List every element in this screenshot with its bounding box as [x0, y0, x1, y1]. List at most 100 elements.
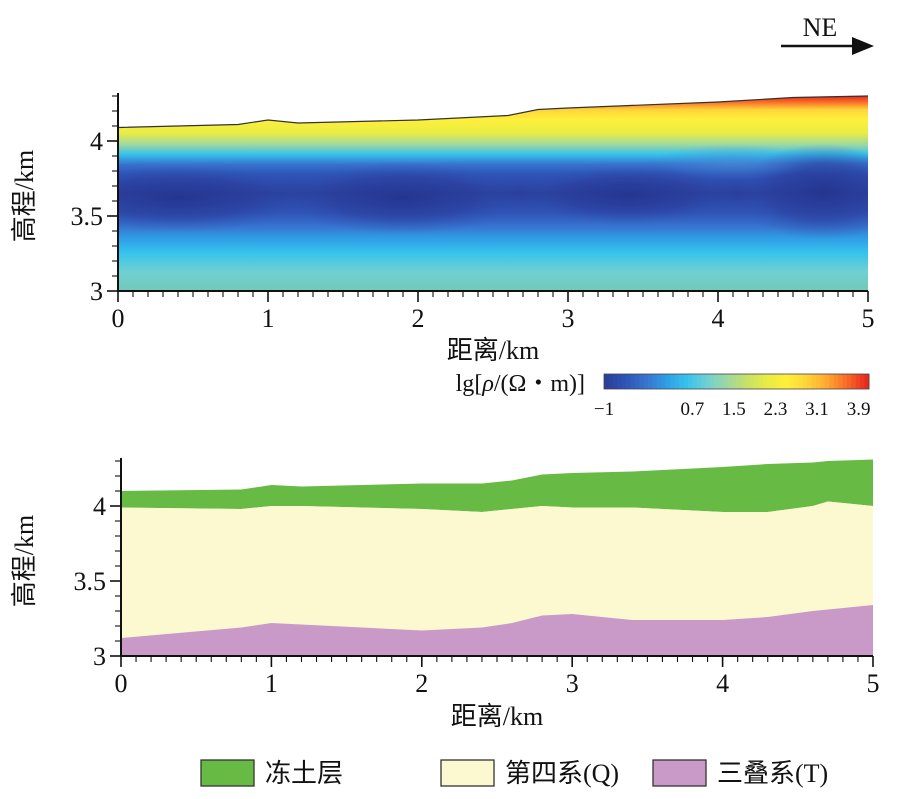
colorbar-swatch	[864, 374, 870, 389]
colorbar-title: lg[ρ/(Ω・m)]	[456, 371, 585, 397]
colorbar-swatch	[630, 374, 636, 389]
colorbar-swatch	[824, 374, 830, 389]
colorbar-swatch	[661, 374, 667, 389]
colorbar-swatch	[860, 374, 865, 389]
resistivity-x-tick-label: 4	[712, 304, 725, 333]
colorbar-swatch	[811, 374, 817, 389]
resistivity-x-tick-label: 2	[412, 304, 425, 333]
resistivity-x-axis-title: 距离/km	[447, 336, 539, 365]
permafrost-layer	[121, 459, 873, 512]
colorbar-swatch	[687, 374, 693, 389]
low-resistivity-anomaly-2	[283, 162, 523, 234]
colorbar-frame	[603, 373, 870, 390]
resistivity-axes: 0 1 2 3 4 5 3 3.5 4	[71, 93, 875, 333]
colorbar-swatch	[829, 374, 835, 389]
colorbar-title-unit: /(Ω・m)	[494, 371, 577, 397]
resistivity-y-tick-label: 4	[90, 127, 103, 156]
geology-axes: 0 1 2 3 4 5 3 3.5 4	[74, 458, 880, 698]
geology-y-tick-label: 3	[93, 642, 106, 671]
colorbar-swatch	[608, 374, 614, 389]
resistivity-x-tick-label: 0	[112, 304, 125, 333]
resistivity-y-axis-title: 高程/km	[10, 150, 39, 242]
colorbar-swatch	[617, 374, 623, 389]
colorbar-swatch	[626, 374, 631, 389]
colorbar-swatch	[776, 374, 782, 389]
colorbar-swatch	[807, 374, 812, 389]
colorbar-swatch	[643, 374, 649, 389]
legend-swatch-quaternary-layer	[440, 759, 495, 787]
resistivity-section-fill	[118, 96, 868, 291]
resistivity-y-tick-label: 3	[90, 277, 103, 306]
colorbar-swatch	[789, 374, 795, 389]
colorbar-swatch	[740, 374, 746, 389]
geology-y-tick-label: 4	[93, 492, 106, 521]
colorbar-swatch	[705, 374, 711, 389]
colorbar-swatch	[785, 374, 790, 389]
colorbar-swatch	[701, 374, 706, 389]
colorbar-tick-label: 3.1	[805, 399, 829, 420]
colorbar-swatch	[683, 374, 689, 389]
colorbar-swatch	[838, 374, 843, 389]
colorbar-tick-label: 3.9	[847, 399, 871, 420]
colorbar-swatch	[842, 374, 848, 389]
geology-section-panel: 0 1 2 3 4 5 3 3.5 4 距离/km 高程/km	[10, 458, 880, 731]
geology-layers	[121, 459, 873, 656]
colorbar-swatch	[696, 374, 702, 389]
colorbar-tick-label: 1.5	[722, 399, 746, 420]
triassic-layer	[121, 605, 873, 656]
colorbar: lg[ρ/(Ω・m)] −1 0.7 1.5 2.3 3.1 3.9	[456, 371, 871, 420]
resistivity-x-tick-label: 3	[562, 304, 575, 333]
geology-x-axis-title: 距离/km	[451, 702, 543, 731]
colorbar-swatch	[639, 374, 645, 389]
geology-x-tick-label: 5	[867, 669, 880, 698]
colorbar-swatch	[604, 374, 609, 389]
colorbar-swatch	[657, 374, 662, 389]
colorbar-swatch	[732, 374, 737, 389]
resistivity-x-tick-label: 5	[862, 304, 875, 333]
geology-x-tick-label: 4	[716, 669, 729, 698]
colorbar-swatch	[727, 374, 733, 389]
colorbar-swatch	[816, 374, 821, 389]
colorbar-swatch	[665, 374, 671, 389]
colorbar-tick-label: 0.7	[680, 399, 704, 420]
direction-label: NE	[803, 13, 838, 42]
geology-x-tick-label: 1	[265, 669, 278, 698]
geology-y-axis-title: 高程/km	[10, 515, 39, 607]
colorbar-swatch	[802, 374, 808, 389]
direction-indicator: NE	[781, 13, 874, 55]
colorbar-title-bracket-close: ]	[577, 371, 585, 397]
colorbar-swatch	[714, 374, 720, 389]
colorbar-swatch	[771, 374, 777, 389]
colorbar-swatch	[612, 374, 618, 389]
low-resistivity-anomaly-3	[518, 165, 738, 225]
colorbar-swatch	[833, 374, 839, 389]
geology-x-tick-label: 2	[415, 669, 428, 698]
colorbar-swatch	[767, 374, 773, 389]
legend-label-quaternary-layer: 第四系(Q)	[505, 759, 619, 788]
colorbar-swatch	[793, 374, 799, 389]
colorbar-swatch	[851, 374, 857, 389]
low-resistivity-anomaly-1	[118, 164, 308, 232]
geology-y-tick-label: 3.5	[74, 567, 107, 596]
legend-label-permafrost-layer: 冻土层	[265, 759, 343, 788]
colorbar-swatch	[723, 374, 729, 389]
geology-x-tick-label: 3	[566, 669, 579, 698]
legend-swatch-triassic-layer	[652, 759, 707, 787]
colorbar-swatch	[846, 374, 852, 389]
legend-label-triassic-layer: 三叠系(T)	[717, 759, 828, 788]
legend-swatch-permafrost-layer	[200, 759, 255, 787]
colorbar-swatch	[798, 374, 804, 389]
colorbar-swatch	[652, 374, 658, 389]
mid-resistivity-anomaly	[653, 144, 813, 180]
colorbar-swatch	[754, 374, 759, 389]
colorbar-swatch	[692, 374, 698, 389]
colorbar-tick-label: 2.3	[764, 399, 788, 420]
resistivity-y-tick-label: 3.5	[71, 202, 104, 231]
colorbar-swatch	[710, 374, 715, 389]
colorbar-tick-label: −1	[594, 399, 614, 420]
colorbar-swatch	[679, 374, 684, 389]
legend: 冻土层 第四系(Q) 三叠系(T)	[200, 759, 828, 788]
geology-x-tick-label: 0	[115, 669, 128, 698]
colorbar-swatch	[648, 374, 653, 389]
colorbar-swatch	[763, 374, 768, 389]
